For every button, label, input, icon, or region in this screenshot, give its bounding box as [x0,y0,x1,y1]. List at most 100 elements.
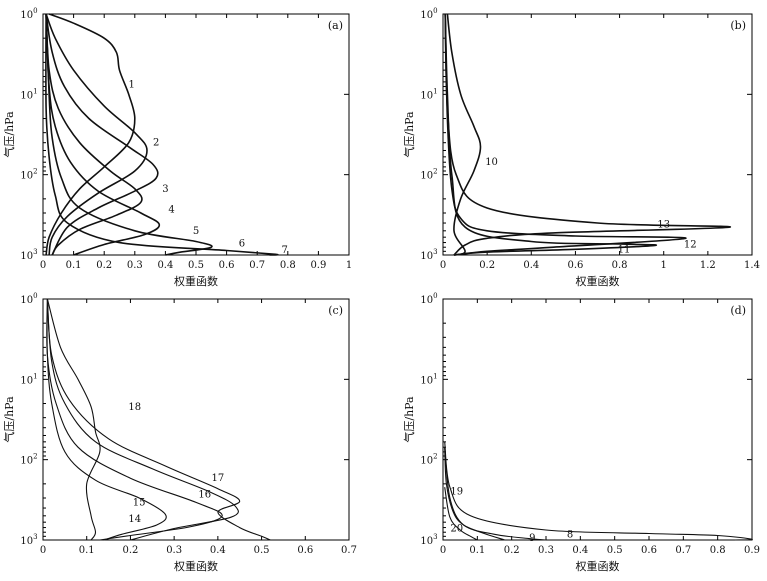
x-tick-label: 1 [661,260,667,271]
x-tick-label: 0.5 [188,260,204,271]
series-line-13 [444,13,731,256]
y-tick-exponent: 1 [33,87,37,95]
panel-c: 0 0.1 0.2 0.3 0.4 0.5 0.6 0.7100101102103权重函数气压… [2,292,357,573]
series-line-2 [45,13,148,256]
plot-frame [442,13,753,256]
series-label-2: 2 [153,138,159,149]
x-tick-label: 0.3 [538,545,554,556]
x-tick-label: 0.9 [310,260,326,271]
series-label-16: 16 [198,489,211,500]
x-tick-label: 0.2 [479,260,495,271]
y-tick-base: 10 [420,251,433,262]
x-tick-label: 0.9 [744,545,760,556]
y-tick-label: 102 [20,453,37,467]
x-tick-label: 0 [40,545,46,556]
x-tick-label: 0.5 [607,545,623,556]
x-tick-label: 1.2 [700,260,716,271]
panel-label: (d) [730,304,746,317]
plot-frame [42,13,350,256]
y-tick-label: 101 [420,87,437,101]
x-tick-label: 0.4 [523,260,539,271]
series-line-5 [45,13,161,256]
y-tick-label: 103 [420,533,437,547]
x-tick-label: 0.6 [567,260,583,271]
x-tick-label: 1 [346,260,352,271]
y-tick-exponent: 1 [433,87,437,95]
x-tick-label: 0.4 [210,545,226,556]
y-tick-exponent: 0 [433,7,437,15]
series-line-4 [45,13,143,256]
x-tick-label: 0.7 [249,260,265,271]
panel-label: (a) [328,19,343,32]
x-tick-label: 0.2 [504,545,520,556]
y-tick-base: 10 [420,171,433,182]
series-line-10 [446,13,482,256]
x-tick-label: 0.8 [280,260,296,271]
x-tick-label: 0.4 [157,260,173,271]
series-label-6: 6 [239,239,245,250]
y-tick-exponent: 0 [433,292,437,300]
y-tick-exponent: 1 [33,372,37,380]
y-tick-label: 100 [20,7,37,21]
y-tick-exponent: 1 [433,372,437,380]
y-tick-base: 10 [420,10,433,21]
y-tick-label: 102 [420,168,437,182]
series-label-10: 10 [485,157,498,168]
x-tick-label: 0.1 [79,545,95,556]
series-label-7: 7 [282,245,288,256]
x-tick-label: 0.1 [66,260,82,271]
y-tick-label: 101 [20,87,37,101]
series-label-3: 3 [162,184,168,195]
series-label-12: 12 [684,239,697,250]
y-tick-base: 10 [420,456,433,467]
x-tick-label: 0.3 [127,260,143,271]
x-tick-label: 0.6 [219,260,235,271]
series-line-17 [46,298,271,541]
y-tick-exponent: 2 [433,453,437,461]
x-tick-label: 0.5 [254,545,270,556]
y-tick-label: 103 [20,533,37,547]
series-label-14: 14 [128,514,141,525]
x-tick-label: 0.7 [341,545,357,556]
series-line-20 [444,487,478,541]
x-tick-label: 0.2 [122,545,138,556]
y-tick-base: 10 [20,375,33,386]
x-axis-label: 权重函数 [174,559,218,573]
series-line-6 [45,13,213,256]
panel-label: (b) [730,19,746,32]
x-tick-label: 0.3 [166,545,182,556]
panel-d: 0 0.1 0.2 0.3 0.4 0.5 0.6 0.7 0.8 0.9100101102103… [402,292,760,573]
series-label-15: 15 [133,497,146,508]
x-tick-label: 0.8 [612,260,628,271]
y-tick-label: 103 [20,248,37,262]
y-tick-exponent: 2 [33,453,37,461]
series-label-20: 20 [450,524,463,535]
series-label-1: 1 [129,79,135,90]
y-tick-label: 103 [420,248,437,262]
x-tick-label: 0 [440,260,446,271]
x-tick-label: 0.2 [96,260,112,271]
panel-a: 0 0.1 0.2 0.3 0.4 0.5 0.6 0.7 0.8 0.9 110010110210… [2,7,352,288]
series-line-12 [444,13,687,256]
y-tick-base: 10 [420,90,433,101]
y-tick-exponent: 0 [33,7,37,15]
y-tick-label: 100 [20,292,37,306]
series-line-7 [45,13,279,256]
y-axis-label: 气压/hPa [402,396,416,443]
y-tick-exponent: 2 [33,168,37,176]
series-label-13: 13 [657,220,670,231]
x-axis-label: 权重函数 [174,274,218,288]
y-tick-exponent: 2 [433,168,437,176]
plot-frame [42,298,350,541]
y-tick-base: 10 [420,536,433,547]
series-label-8: 8 [567,529,573,540]
x-axis-label: 权重函数 [576,559,620,573]
series-label-11: 11 [618,245,631,256]
x-tick-label: 0.6 [641,545,657,556]
series-line-16 [46,298,239,541]
y-tick-exponent: 3 [433,533,437,541]
panel-label: (c) [328,304,343,317]
series-line-18 [46,298,101,541]
y-tick-label: 102 [20,168,37,182]
x-tick-label: 0 [40,260,46,271]
